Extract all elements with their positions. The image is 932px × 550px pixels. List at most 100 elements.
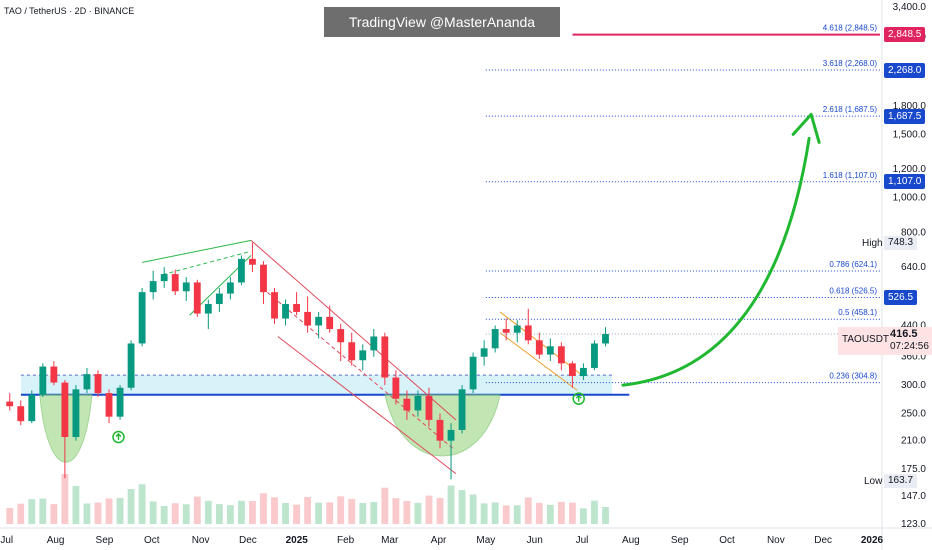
volume-bar xyxy=(591,500,598,524)
x-tick-label: Sep xyxy=(671,535,689,546)
volume-bar xyxy=(359,502,367,524)
y-tick-label: 800.0 xyxy=(901,227,926,238)
x-tick-label: Apr xyxy=(431,535,447,546)
x-tick-label: Oct xyxy=(719,535,735,546)
candle-body xyxy=(502,329,510,333)
y-tick-label: 123.0 xyxy=(901,519,926,530)
x-tick-label: Aug xyxy=(622,535,640,546)
y-tick-label: 175.0 xyxy=(901,464,926,475)
candle-body xyxy=(524,325,532,341)
candle-body xyxy=(61,382,69,438)
y-tick-label: 300.0 xyxy=(901,380,926,391)
candle-body xyxy=(282,304,289,319)
candle-body xyxy=(403,398,411,411)
x-tick-label: Sep xyxy=(96,535,114,546)
projection-arrow xyxy=(621,136,811,387)
y-tick-label: 1,000.0 xyxy=(893,193,927,204)
volume-bar xyxy=(116,497,124,524)
fib-level-label: 3.618 (2,268.0) xyxy=(823,59,878,68)
candle-body xyxy=(39,366,47,395)
candle-body xyxy=(546,346,554,355)
volume-bar xyxy=(392,498,400,524)
candle-body xyxy=(436,419,444,441)
candle-body xyxy=(304,311,312,326)
fib-level-label: 1.618 (1,107.0) xyxy=(823,171,878,180)
volume-bar xyxy=(557,501,565,524)
volume-bar xyxy=(160,505,168,524)
x-tick-label: Aug xyxy=(47,535,65,546)
price-badge: 1,687.5 xyxy=(884,108,926,124)
bar-countdown: 07:24:56 xyxy=(890,341,929,352)
y-tick-label: 147.0 xyxy=(901,491,926,502)
volume-bar xyxy=(171,503,179,524)
x-tick-label: Jul xyxy=(0,535,13,546)
volume-bar xyxy=(105,498,113,524)
volume-bar xyxy=(348,498,356,524)
candle-body xyxy=(28,394,36,422)
y-tick-label: 210.0 xyxy=(901,436,926,447)
candle-body xyxy=(591,343,598,368)
volume-bar xyxy=(83,503,91,524)
candle-body xyxy=(204,304,212,314)
y-tick-label: 1,200.0 xyxy=(893,164,927,175)
x-tick-label: 2025 xyxy=(286,535,309,546)
volume-bar xyxy=(226,505,234,524)
projection-arrow-head xyxy=(791,112,821,144)
volume-bar xyxy=(149,501,157,524)
up-marker-icon xyxy=(572,392,585,405)
y-tick-label: 1,800.0 xyxy=(893,101,927,112)
volume-bar xyxy=(535,502,543,524)
x-tick-label: Dec xyxy=(814,535,832,546)
volume-bar xyxy=(39,498,47,524)
candle-body xyxy=(215,293,223,305)
price-badge: 526.5 xyxy=(884,290,918,306)
rising-wedge-mid xyxy=(162,251,248,276)
x-tick-label: 2026 xyxy=(861,535,884,546)
candle-body xyxy=(171,274,179,292)
volume-bar xyxy=(260,493,267,524)
y-tick-label: 250.0 xyxy=(901,409,926,420)
volume-bar xyxy=(28,499,36,524)
fib-level-label: 0.618 (526.5) xyxy=(829,287,877,296)
volume-bar xyxy=(436,497,444,524)
volume-bar xyxy=(546,504,554,524)
candle-body xyxy=(94,374,102,394)
last-price-tag: TAOUSDT 416.5 07:24:56 xyxy=(838,327,932,355)
volume-bar xyxy=(94,502,102,524)
volume-bar xyxy=(50,504,58,524)
volume-bar xyxy=(215,504,223,524)
x-tick-label: Mar xyxy=(381,535,399,546)
candle-body xyxy=(260,264,267,293)
candle-body xyxy=(425,395,433,420)
candle-body xyxy=(17,406,25,422)
volume-bar xyxy=(568,502,576,524)
candle-body xyxy=(72,389,80,438)
x-tick-label: May xyxy=(476,535,495,546)
high-label: High xyxy=(862,238,883,249)
candle-body xyxy=(237,258,245,283)
high-value-badge: 748.3 xyxy=(884,236,918,250)
volume-bar xyxy=(304,497,312,524)
candle-body xyxy=(535,340,543,355)
up-marker-arrow xyxy=(575,394,582,402)
volume-bar xyxy=(193,496,201,524)
volume-bar xyxy=(370,502,378,524)
volume-bar xyxy=(182,504,190,524)
candle-body xyxy=(293,304,300,312)
volume-bar xyxy=(491,502,499,524)
candle-body xyxy=(105,393,113,417)
candle-body xyxy=(6,401,14,407)
candle-body xyxy=(326,316,334,330)
volume-bar xyxy=(249,501,256,524)
candle-body xyxy=(348,342,356,361)
rising-wedge-top xyxy=(142,239,252,263)
candle-body xyxy=(414,395,422,411)
price-badge: 2,268.0 xyxy=(884,62,926,78)
candle-body xyxy=(182,282,190,292)
candle-body xyxy=(160,274,168,282)
volume-bar xyxy=(315,502,323,524)
symbol-title: TAO / TetherUS · 2D · BINANCE xyxy=(4,6,135,16)
volume-bar xyxy=(381,487,389,524)
